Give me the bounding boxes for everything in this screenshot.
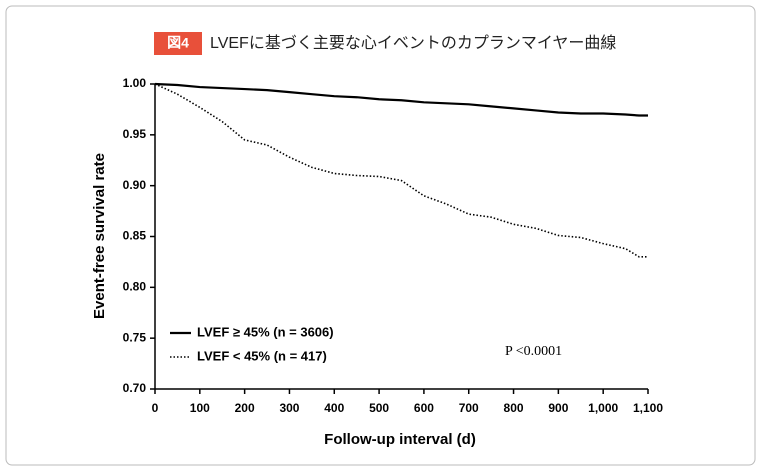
x-tick-label: 700 [459, 401, 479, 415]
y-axis-label: Event-free survival rate [91, 153, 108, 319]
chart-title: LVEFに基づく主要な心イベントのカプランマイヤー曲線 [210, 34, 616, 52]
frame [5, 5, 756, 466]
annotation: P <0.0001 [505, 344, 562, 359]
y-tick-label: 1.00 [123, 76, 147, 90]
y-tick-label: 0.80 [123, 280, 147, 294]
y-tick-label: 0.70 [123, 381, 147, 395]
y-tick-label: 0.95 [123, 127, 147, 141]
y-tick-label: 0.75 [123, 330, 147, 344]
x-tick-label: 1,100 [633, 401, 663, 415]
x-axis-label: Follow-up interval (d) [324, 431, 476, 448]
x-tick-label: 400 [324, 401, 344, 415]
x-tick-label: 800 [504, 401, 524, 415]
series-line [154, 83, 648, 258]
x-tick-label: 0 [152, 401, 159, 415]
x-tick-label: 500 [369, 401, 389, 415]
x-tick-label: 1,000 [588, 401, 618, 415]
x-tick-label: 300 [279, 401, 299, 415]
y-tick-label: 0.90 [123, 178, 147, 192]
badge-box [154, 32, 202, 55]
x-tick-label: 100 [190, 401, 210, 415]
legend-label: LVEF < 45% (n = 417) [197, 348, 327, 363]
legend-label: LVEF ≥ 45% (n = 3606) [197, 324, 334, 339]
series-line [154, 82, 648, 117]
badge: 図4 [167, 35, 189, 51]
x-tick-label: 900 [548, 401, 568, 415]
x-tick-label: 200 [235, 401, 255, 415]
y-tick-label: 0.85 [123, 229, 147, 243]
x-tick-label: 600 [414, 401, 434, 415]
